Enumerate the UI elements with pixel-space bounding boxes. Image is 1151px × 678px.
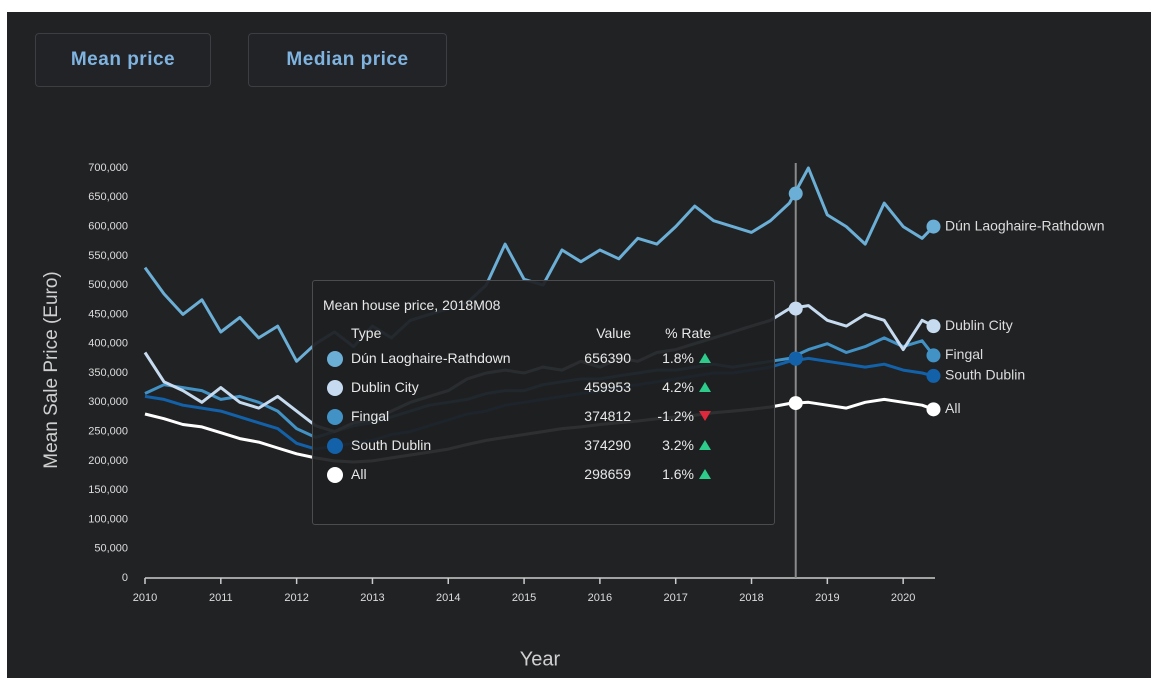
hover-marker — [788, 351, 803, 366]
median-button[interactable]: Median price — [248, 33, 447, 87]
row-rate: 4.2% — [662, 379, 694, 395]
y-tick-label: 650,000 — [88, 191, 128, 203]
header-rate: % Rate — [665, 325, 711, 341]
tooltip-row: South Dublin 374290 3.2% — [323, 433, 711, 462]
header-spacer — [323, 321, 351, 346]
row-type: All — [351, 466, 367, 482]
y-tick-label: 350,000 — [88, 367, 128, 379]
rate-up-arrow — [699, 440, 711, 450]
rate-up-arrow — [699, 353, 711, 363]
x-tick-label: 2014 — [436, 592, 460, 604]
swatch-dot — [327, 409, 343, 425]
swatch-dot — [327, 380, 343, 396]
x-tick-label: 2016 — [588, 592, 612, 604]
y-tick-label: 200,000 — [88, 455, 128, 467]
row-value: 374290 — [584, 437, 631, 453]
end-marker — [926, 368, 941, 383]
tooltip-title: Mean house price, 2018M08 — [323, 297, 501, 313]
rate-up-arrow — [699, 469, 711, 479]
row-type: South Dublin — [351, 437, 432, 453]
x-tick-label: 2017 — [663, 592, 687, 604]
swatch-dot — [327, 351, 343, 367]
row-swatch — [323, 346, 351, 375]
row-rate-cell: -1.2% — [631, 404, 711, 433]
y-tick-label: 600,000 — [88, 220, 128, 232]
y-tick-label: 250,000 — [88, 425, 128, 437]
row-type: Fingal — [351, 408, 390, 424]
x-axis-label: Year — [520, 648, 561, 670]
rate-down-arrow — [699, 411, 711, 421]
x-tick-label: 2012 — [284, 592, 308, 604]
y-tick-label: 100,000 — [88, 513, 128, 525]
row-rate: 3.2% — [662, 437, 694, 453]
row-rate-cell: 3.2% — [631, 433, 711, 462]
mean-button[interactable]: Mean price — [35, 33, 211, 87]
row-rate: -1.2% — [657, 408, 694, 424]
x-tick-label: 2013 — [360, 592, 384, 604]
row-rate-cell: 1.8% — [631, 346, 711, 375]
tooltip-row: Fingal 374812 -1.2% — [323, 404, 711, 433]
row-rate: 1.6% — [662, 466, 694, 482]
x-tick-label: 2015 — [512, 592, 536, 604]
y-tick-label: 50,000 — [94, 543, 128, 555]
tooltip-table: Type Value % Rate Dún Laoghaire-Rathdown 656… — [323, 321, 711, 491]
series-end-label: All — [945, 400, 961, 416]
y-tick-label: 0 — [122, 572, 128, 584]
x-tick-label: 2018 — [739, 592, 763, 604]
tooltip-header: Type Value % Rate — [323, 321, 711, 346]
swatch-dot — [327, 467, 343, 483]
series-end-label: Dún Laoghaire-Rathdown — [945, 217, 1105, 233]
end-marker — [926, 348, 941, 363]
tooltip-row: All 298659 1.6% — [323, 462, 711, 491]
row-value: 374812 — [584, 408, 631, 424]
end-marker — [926, 319, 941, 334]
row-rate-cell: 1.6% — [631, 462, 711, 491]
y-tick-label: 700,000 — [88, 162, 128, 174]
y-tick-label: 550,000 — [88, 250, 128, 262]
hover-marker — [788, 396, 803, 411]
x-tick-label: 2010 — [133, 592, 157, 604]
row-rate: 1.8% — [662, 350, 694, 366]
y-tick-label: 500,000 — [88, 279, 128, 291]
tooltip: Mean house price, 2018M08 Type Value % Rat… — [312, 280, 775, 525]
row-swatch — [323, 404, 351, 433]
row-type: Dún Laoghaire-Rathdown — [351, 350, 511, 366]
tooltip-row: Dublin City 459953 4.2% — [323, 375, 711, 404]
tooltip-row: Dún Laoghaire-Rathdown 656390 1.8% — [323, 346, 711, 375]
y-axis-label: Mean Sale Price (Euro) — [41, 271, 62, 468]
row-swatch — [323, 375, 351, 404]
hover-marker — [788, 301, 803, 316]
row-type: Dublin City — [351, 379, 419, 395]
y-tick-label: 150,000 — [88, 484, 128, 496]
row-swatch — [323, 462, 351, 491]
hover-marker — [788, 186, 803, 201]
row-value: 459953 — [584, 379, 631, 395]
x-tick-label: 2020 — [891, 592, 915, 604]
rate-up-arrow — [699, 382, 711, 392]
y-tick-label: 400,000 — [88, 338, 128, 350]
swatch-dot — [327, 438, 343, 454]
row-value: 298659 — [584, 466, 631, 482]
x-tick-label: 2011 — [209, 592, 233, 604]
series-end-label: South Dublin — [945, 367, 1025, 383]
series-end-label: Dublin City — [945, 317, 1013, 333]
row-value: 656390 — [584, 350, 631, 366]
header-value: Value — [596, 325, 631, 341]
end-marker — [926, 219, 941, 234]
x-tick-label: 2019 — [815, 592, 839, 604]
series-end-label: Fingal — [945, 346, 983, 362]
y-tick-label: 450,000 — [88, 308, 128, 320]
row-rate-cell: 4.2% — [631, 375, 711, 404]
y-tick-label: 300,000 — [88, 396, 128, 408]
row-swatch — [323, 433, 351, 462]
header-type: Type — [351, 325, 382, 341]
end-marker — [926, 402, 941, 417]
